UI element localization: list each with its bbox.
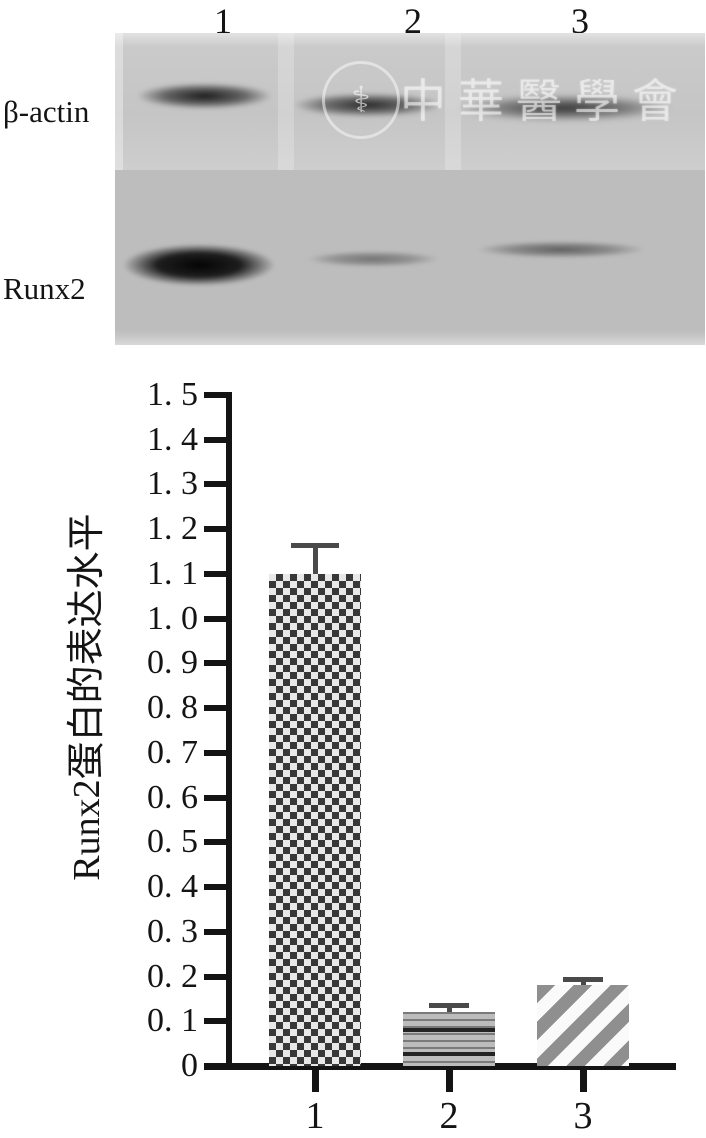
y-tick-mark: [204, 839, 228, 846]
band-beta-actin-lane3: [457, 95, 672, 121]
error-bar-group-1: [291, 542, 339, 574]
blot-lane-label-2: 2: [404, 1, 422, 41]
x-tick-mark: [446, 1070, 453, 1092]
y-tick-mark: [204, 436, 228, 443]
x-tick-label: 2: [439, 1095, 459, 1137]
band-runx2-lane3: [477, 241, 645, 258]
y-axis-line: [226, 392, 232, 1069]
y-tick-mark: [204, 1018, 228, 1025]
y-tick-label: 0. 5: [147, 823, 198, 861]
y-tick-mark: [204, 973, 228, 980]
y-tick-label: 1. 3: [147, 465, 198, 503]
caduceus-icon: ⚕: [351, 79, 371, 121]
y-tick-label: 0. 9: [147, 644, 198, 682]
error-bar-group-3: [563, 976, 603, 986]
y-tick-label: 1. 5: [147, 375, 198, 413]
y-tick-mark: [204, 749, 228, 756]
x-tick-label: 1: [305, 1095, 325, 1137]
x-axis-line: [204, 1063, 676, 1070]
y-tick-mark: [204, 884, 228, 890]
y-tick-label: 0. 2: [147, 957, 198, 995]
y-tick-label: 0. 4: [147, 868, 198, 905]
western-blot-image: ⚕ 中華醫學會: [115, 33, 705, 345]
y-tick-label: 0. 1: [147, 1002, 198, 1040]
y-tick-label: 0. 8: [147, 689, 198, 726]
blot-lane-label-1: 1: [214, 1, 232, 41]
y-tick-label: 1. 4: [147, 420, 198, 458]
y-tick-mark: [204, 660, 228, 667]
lane-gap: [445, 33, 461, 170]
y-tick-mark: [204, 705, 228, 711]
x-tick-label: 3: [573, 1095, 593, 1137]
band-runx2-lane1: [123, 244, 275, 286]
y-tick-mark: [204, 570, 228, 577]
y-tick-label: 0. 6: [147, 778, 198, 816]
bar-group-1: [269, 573, 361, 1066]
row-label-runx2: Runx2: [3, 271, 86, 306]
error-bar-stem: [580, 976, 586, 986]
error-bar-stem: [446, 1003, 452, 1013]
blot-edge-highlight: [115, 33, 123, 170]
y-tick-label: 0: [181, 1047, 198, 1084]
bar-group-2: [403, 1012, 495, 1066]
y-tick-mark: [204, 928, 228, 935]
watermark-text: 中華醫學會: [400, 76, 690, 127]
y-tick-mark: [204, 481, 228, 488]
y-tick-label: 1. 1: [147, 554, 198, 592]
y-tick-label: 0. 3: [147, 912, 198, 950]
error-bar-stem: [312, 542, 318, 574]
y-tick-label: 1. 2: [147, 510, 198, 547]
x-tick-mark: [580, 1070, 587, 1092]
band-runx2-lane2: [307, 251, 439, 267]
blot-lane-label-3: 3: [571, 1, 589, 41]
row-label-beta-actin: β-actin: [3, 94, 90, 129]
y-tick-mark: [204, 615, 228, 622]
x-tick-mark: [312, 1070, 319, 1092]
bar-group-3: [537, 985, 629, 1066]
error-bar-group-2: [429, 1003, 469, 1013]
y-tick-mark: [204, 391, 228, 398]
y-tick-label: 1. 0: [147, 599, 198, 637]
y-tick-mark: [204, 526, 228, 532]
lane-gap: [278, 33, 294, 170]
y-tick-label: 0. 7: [147, 733, 198, 771]
band-beta-actin-lane1: [137, 83, 272, 109]
y-tick-mark: [204, 794, 228, 801]
watermark-logo: ⚕: [322, 61, 400, 139]
